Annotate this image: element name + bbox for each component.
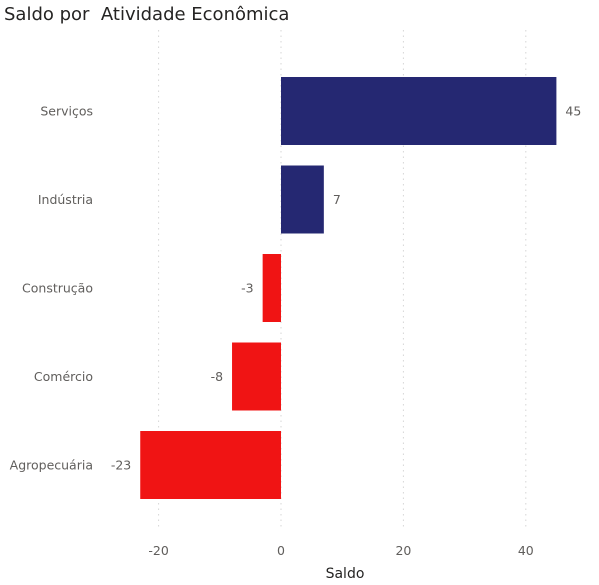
data-label: -8 [211,369,224,384]
x-axis-title: Saldo [326,566,365,582]
category-label: Construção [22,281,93,296]
bar [262,254,281,322]
bar [140,431,281,499]
data-label: -23 [111,458,131,473]
chart-title: Saldo por Atividade Econômica [4,4,290,25]
bar [281,77,557,145]
category-label: Agropecuária [10,458,93,473]
category-label: Indústria [38,192,93,207]
data-label: 45 [565,104,581,119]
x-tick-label: 20 [395,543,411,558]
x-tick-label: -20 [148,543,168,558]
bar [281,165,324,234]
data-label: 7 [333,192,341,207]
category-label: Comércio [34,369,93,384]
category-label: Serviços [40,104,93,119]
bar [232,342,281,411]
x-tick-label: 0 [277,543,285,558]
x-tick-label: 40 [518,543,534,558]
data-label: -3 [241,281,253,296]
